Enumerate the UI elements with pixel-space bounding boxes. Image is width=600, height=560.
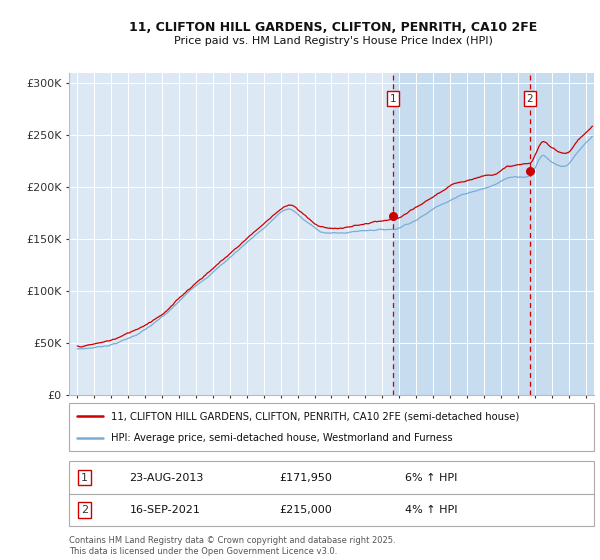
Text: 1: 1 bbox=[81, 473, 88, 483]
Bar bbox=[394, 73, 594, 395]
Text: 6% ↑ HPI: 6% ↑ HPI bbox=[405, 473, 457, 483]
Text: 4% ↑ HPI: 4% ↑ HPI bbox=[405, 505, 458, 515]
FancyBboxPatch shape bbox=[69, 461, 594, 494]
Text: £215,000: £215,000 bbox=[279, 505, 332, 515]
Text: 2: 2 bbox=[527, 94, 533, 104]
Text: 11, CLIFTON HILL GARDENS, CLIFTON, PENRITH, CA10 2FE (semi-detached house): 11, CLIFTON HILL GARDENS, CLIFTON, PENRI… bbox=[111, 411, 519, 421]
Text: Contains HM Land Registry data © Crown copyright and database right 2025.
This d: Contains HM Land Registry data © Crown c… bbox=[69, 536, 395, 556]
Text: 1: 1 bbox=[390, 94, 397, 104]
Text: 23-AUG-2013: 23-AUG-2013 bbox=[130, 473, 204, 483]
Text: Price paid vs. HM Land Registry's House Price Index (HPI): Price paid vs. HM Land Registry's House … bbox=[173, 36, 493, 46]
FancyBboxPatch shape bbox=[69, 494, 594, 526]
FancyBboxPatch shape bbox=[69, 403, 594, 451]
Text: 2: 2 bbox=[81, 505, 88, 515]
Text: 11, CLIFTON HILL GARDENS, CLIFTON, PENRITH, CA10 2FE: 11, CLIFTON HILL GARDENS, CLIFTON, PENRI… bbox=[129, 21, 537, 34]
Text: £171,950: £171,950 bbox=[279, 473, 332, 483]
Text: 16-SEP-2021: 16-SEP-2021 bbox=[130, 505, 200, 515]
Text: HPI: Average price, semi-detached house, Westmorland and Furness: HPI: Average price, semi-detached house,… bbox=[111, 433, 452, 443]
